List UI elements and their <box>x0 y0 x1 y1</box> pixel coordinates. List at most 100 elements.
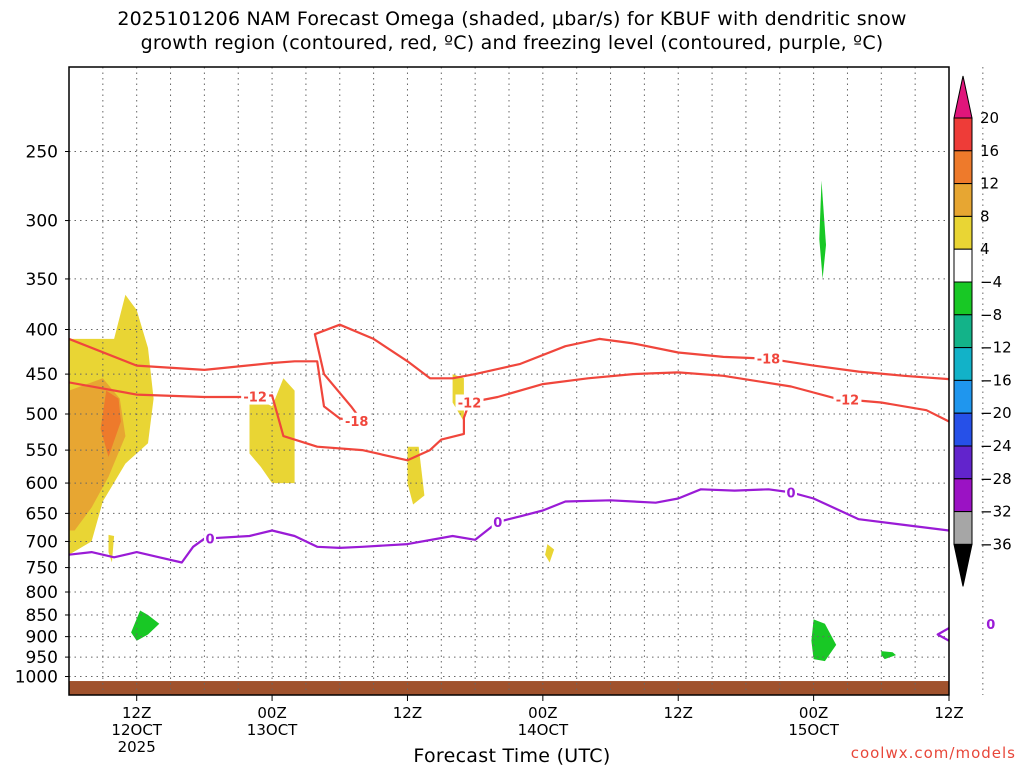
y-tick-label-400: 400 <box>26 321 58 341</box>
colorbar-bin-4 <box>953 215 973 250</box>
colorbar-bin-13 <box>953 511 973 545</box>
y-tick-label-300: 300 <box>26 212 58 232</box>
ground-surface <box>69 681 949 695</box>
colorbar-bin-7 <box>953 314 973 349</box>
ground-fill <box>69 681 949 695</box>
contour-label-1-2: -12 <box>836 394 860 409</box>
y-tick-label-650: 650 <box>26 504 58 524</box>
x-tick-label-24-0: 00Z <box>257 704 286 722</box>
omega-region-10 <box>811 619 837 662</box>
y-tick-label-950: 950 <box>26 648 58 668</box>
x-tick-label-48-1: 14OCT <box>518 721 569 739</box>
colorbar-label-11: −28 <box>980 470 1012 488</box>
plot-frame <box>68 66 950 696</box>
contour-label-2-2: 0 <box>787 486 796 501</box>
colorbar-label-10: −24 <box>980 437 1012 455</box>
colorbar-label-5: −4 <box>980 273 1002 291</box>
y-tick-label-750: 750 <box>26 559 58 579</box>
contour-label-0-1: -18 <box>757 353 781 368</box>
y-tick-label-800: 800 <box>26 583 58 603</box>
x-tick-label-48-0: 00Z <box>528 704 557 722</box>
y-tick-label-350: 350 <box>26 270 58 290</box>
contour-label-bg-2-2 <box>785 484 798 501</box>
x-tick-label-36-0: 12Z <box>393 704 422 722</box>
colorbar-label-0: 20 <box>980 109 999 127</box>
chart-title-line-2: growth region (contoured, red, ºC) and f… <box>140 32 884 54</box>
x-tick-label-12-0: 12Z <box>122 704 151 722</box>
grid-lines <box>69 67 984 695</box>
contour-label-0-0: -18 <box>345 415 369 430</box>
colorbar-label-7: −12 <box>980 339 1012 357</box>
colorbar-bin-12 <box>953 478 973 513</box>
colorbar: 20 16 12 8 4 −4 −8 −12 −16 −20 −24 −28 −32 −36 <box>953 75 1012 587</box>
contour-label-bg-2-1 <box>491 514 504 531</box>
colorbar-label-4: 4 <box>980 240 990 258</box>
contour-line-1 <box>69 371 949 462</box>
colorbar-bin-2 <box>953 150 973 185</box>
contour-label-bg-1-0 <box>241 388 270 405</box>
colorbar-label-6: −8 <box>980 306 1002 324</box>
y-axis: 2503003504004505005506006507007508008509… <box>15 143 69 688</box>
x-tick-label-84-0: 12Z <box>934 704 963 722</box>
colorbar-label-2: 12 <box>980 175 999 193</box>
omega-region-3 <box>108 534 115 563</box>
colorbar-label-8: −16 <box>980 371 1012 389</box>
omega-region-2 <box>100 390 121 457</box>
colorbar-bin-8 <box>953 347 973 381</box>
contour-label-1-1: -12 <box>458 396 482 411</box>
colorbar-label-13: −36 <box>980 535 1012 553</box>
y-tick-label-1000: 1000 <box>15 668 58 688</box>
omega-region-8 <box>131 610 160 641</box>
contour-label-bg-1-2 <box>833 391 862 408</box>
omega-region-9 <box>819 180 826 279</box>
x-axis-label: Forecast Time (UTC) <box>413 745 611 767</box>
omega-region-6 <box>407 446 425 505</box>
contour-label-1-0: -12 <box>243 391 267 406</box>
x-tick-label-12-1: 12OCT <box>111 721 162 739</box>
y-tick-label-600: 600 <box>26 474 58 494</box>
contour-label-2-1: 0 <box>493 516 502 531</box>
contour-label-bg-1-1 <box>455 394 484 411</box>
chart-title-line-1: 2025101206 NAM Forecast Omega (shaded, μ… <box>117 8 907 30</box>
y-tick-label-500: 500 <box>26 405 58 425</box>
omega-region-11 <box>881 651 896 660</box>
x-tick-label-24-1: 13OCT <box>247 721 298 739</box>
omega-region-7 <box>545 544 555 563</box>
contour-label-3-0: 0 <box>986 618 995 633</box>
contour-label-bg-3-0 <box>984 615 997 632</box>
x-tick-label-72-0: 00Z <box>799 704 828 722</box>
colorbar-top-arrow <box>953 75 973 119</box>
colorbar-bin-9 <box>953 379 973 414</box>
colorbar-bottom-arrow <box>953 543 973 587</box>
colorbar-bin-11 <box>953 445 973 480</box>
y-tick-label-550: 550 <box>26 441 58 461</box>
site-credit[interactable]: coolwx.com/models <box>850 744 1016 762</box>
y-tick-label-850: 850 <box>26 606 58 626</box>
colorbar-bin-3 <box>953 183 973 217</box>
y-tick-label-250: 250 <box>26 143 58 163</box>
x-tick-label-72-1: 15OCT <box>788 721 839 739</box>
contour-line-3 <box>936 626 949 643</box>
colorbar-label-3: 8 <box>980 207 990 225</box>
colorbar-bin-10 <box>953 412 973 447</box>
contour-label-bg-2-0 <box>204 530 217 547</box>
colorbar-bin-6 <box>953 281 973 316</box>
colorbar-bin-5 <box>953 248 973 283</box>
contour-labels: -18 -18 -12 -12 -12 0 0 0 0 <box>204 350 997 633</box>
colorbar-label-1: 16 <box>980 142 999 160</box>
colorbar-bin-1 <box>953 117 973 152</box>
contour-line-0 <box>69 323 949 423</box>
colorbar-label-12: −32 <box>980 503 1012 521</box>
contour-label-bg-0-1 <box>754 350 783 367</box>
contour-label-2-0: 0 <box>206 532 215 547</box>
omega-shading <box>69 180 896 662</box>
y-tick-label-700: 700 <box>26 532 58 552</box>
y-tick-label-450: 450 <box>26 365 58 385</box>
colorbar-label-9: −20 <box>980 404 1012 422</box>
x-tick-label-60-0: 12Z <box>664 704 693 722</box>
contour-label-bg-0-0 <box>342 412 371 429</box>
y-tick-label-900: 900 <box>26 628 58 648</box>
x-tick-label-12-2: 2025 <box>118 738 156 756</box>
